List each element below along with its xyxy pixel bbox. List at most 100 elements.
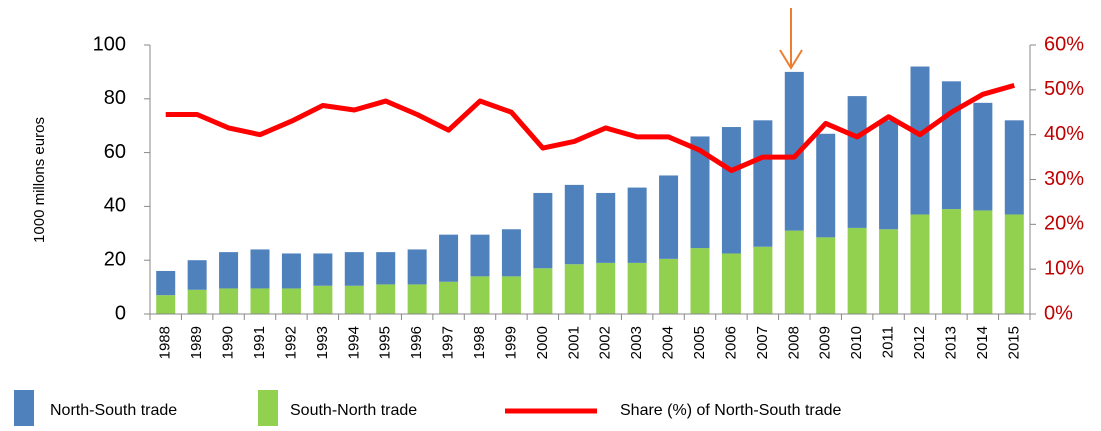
bar [344, 252, 364, 286]
bar [533, 192, 553, 269]
bar [910, 66, 930, 215]
x-tick-label: 2003 [628, 326, 645, 359]
x-tick-label: 1998 [471, 326, 488, 359]
legend-label: South-North trade [290, 402, 417, 419]
bar [973, 210, 993, 314]
bar [439, 281, 459, 314]
bar [753, 120, 773, 247]
y-tick-label: 0 [115, 302, 126, 324]
bar [313, 285, 333, 314]
bar [879, 120, 899, 230]
x-tick-label: 2001 [565, 326, 582, 359]
bar [470, 276, 490, 314]
bar [690, 136, 710, 249]
y2-tick-label: 10% [1044, 257, 1084, 279]
bar [816, 133, 836, 238]
y-tick-label: 20 [104, 248, 126, 270]
y-tick-label: 60 [104, 141, 126, 163]
x-tick-label: 1997 [440, 326, 457, 359]
x-tick-label: 2009 [817, 326, 834, 359]
legend-label: Share (%) of North-South trade [620, 402, 842, 419]
y2-tick-label: 60% [1044, 33, 1084, 55]
bar [721, 127, 741, 254]
bar [219, 252, 239, 289]
bar [879, 229, 899, 314]
y-axis-label: 1000 millons euros [31, 117, 48, 243]
y2-tick-label: 20% [1044, 213, 1084, 235]
bar [156, 295, 176, 314]
bar [376, 284, 396, 314]
bar [784, 71, 804, 231]
legend-label: North-South trade [50, 402, 177, 419]
x-tick-label: 2002 [597, 326, 614, 359]
x-tick-label: 1989 [188, 326, 205, 359]
bar [847, 227, 867, 314]
y-tick-label: 80 [104, 87, 126, 109]
bar [910, 214, 930, 314]
bar [407, 249, 427, 285]
x-tick-label: 2015 [1005, 326, 1022, 359]
x-tick-label: 2004 [660, 326, 677, 359]
bar [250, 249, 270, 289]
bar [501, 276, 521, 314]
bar [281, 253, 301, 289]
bar [690, 248, 710, 314]
bar [564, 264, 584, 314]
x-tick-label: 2007 [754, 326, 771, 359]
x-tick-label: 2014 [974, 326, 991, 359]
bar [187, 289, 207, 314]
bar [627, 262, 647, 314]
bar [250, 288, 270, 314]
bar [784, 230, 804, 314]
x-tick-label: 1991 [251, 326, 268, 359]
bar [187, 260, 207, 290]
bar [533, 268, 553, 314]
bar [313, 253, 333, 286]
bar [816, 237, 836, 314]
y2-tick-label: 30% [1044, 168, 1084, 190]
bar [439, 234, 459, 282]
x-tick-label: 2010 [848, 326, 865, 359]
legend-swatch [14, 390, 34, 426]
x-tick-label: 1999 [502, 326, 519, 359]
bar [847, 96, 867, 228]
bar [281, 288, 301, 314]
x-tick-label: 2000 [534, 326, 551, 359]
y2-tick-label: 40% [1044, 123, 1084, 145]
y-tick-label: 100 [93, 33, 126, 55]
x-tick-label: 1990 [220, 326, 237, 359]
line [165, 82, 1015, 174]
bar [596, 262, 616, 314]
bar [156, 270, 176, 296]
legend-swatch [258, 390, 278, 426]
x-tick-label: 1992 [282, 326, 299, 359]
bar [501, 229, 521, 277]
bar [470, 234, 490, 277]
bar [659, 175, 679, 259]
bar [376, 252, 396, 285]
bar [941, 81, 961, 210]
x-tick-label: 2011 [880, 326, 897, 358]
bar [753, 246, 773, 314]
bar [627, 187, 647, 263]
x-tick-label: 2012 [911, 326, 928, 359]
bar [564, 184, 584, 265]
y2-tick-label: 0% [1044, 302, 1073, 324]
bar [344, 285, 364, 314]
x-tick-label: 2013 [942, 326, 959, 359]
annotation-arrow [779, 8, 803, 70]
x-tick-label: 1993 [314, 326, 331, 359]
x-tick-label: 1995 [377, 326, 394, 359]
bar [596, 192, 616, 263]
x-tick-label: 2005 [691, 326, 708, 359]
bar [219, 288, 239, 314]
bar [659, 258, 679, 314]
bar [721, 253, 741, 314]
x-tick-label: 2008 [785, 326, 802, 359]
x-tick-label: 1994 [345, 326, 362, 359]
bar [1004, 214, 1024, 314]
x-tick-label: 1996 [408, 326, 425, 359]
x-tick-label: 1988 [157, 326, 174, 359]
y2-tick-label: 50% [1044, 78, 1084, 100]
